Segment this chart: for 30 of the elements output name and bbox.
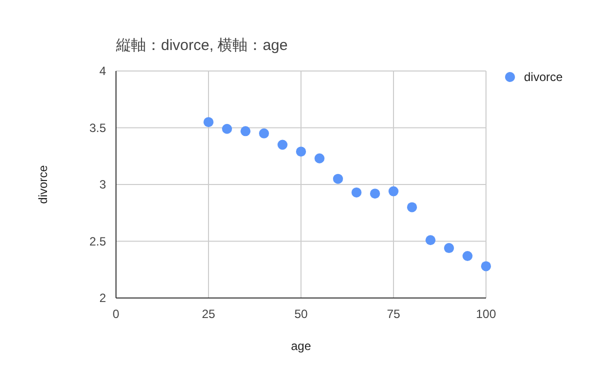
- point: [278, 140, 288, 150]
- point: [444, 243, 454, 254]
- point: [481, 261, 491, 272]
- y-tick-label: 4: [99, 64, 106, 78]
- point: [462, 251, 472, 262]
- chart-title: 縦軸：divorce, 横軸：age: [115, 37, 288, 54]
- x-tick-label: 75: [386, 307, 400, 321]
- x-tick-label: 25: [202, 307, 216, 321]
- point: [204, 117, 214, 128]
- point: [259, 128, 269, 138]
- point: [407, 202, 417, 212]
- point: [426, 235, 436, 246]
- x-tick-label: 100: [476, 307, 496, 321]
- point: [333, 174, 343, 184]
- y-tick-label: 3: [99, 178, 106, 192]
- x-tick-label: 50: [294, 307, 308, 321]
- point: [222, 124, 232, 134]
- point: [352, 187, 362, 198]
- point: [314, 153, 324, 164]
- point: [370, 188, 380, 199]
- y-tick-label: 3.5: [89, 120, 106, 135]
- y-tick-label: 2: [99, 291, 106, 305]
- x-axis-title: age: [290, 339, 312, 353]
- point: [240, 126, 250, 136]
- x-tick-label: 0: [112, 307, 120, 321]
- y-tick-label: 2.5: [89, 234, 106, 248]
- point: [296, 146, 306, 157]
- y-axis-title: divorce: [36, 164, 50, 204]
- point: [388, 186, 398, 196]
- legend-label: divorce: [524, 70, 564, 84]
